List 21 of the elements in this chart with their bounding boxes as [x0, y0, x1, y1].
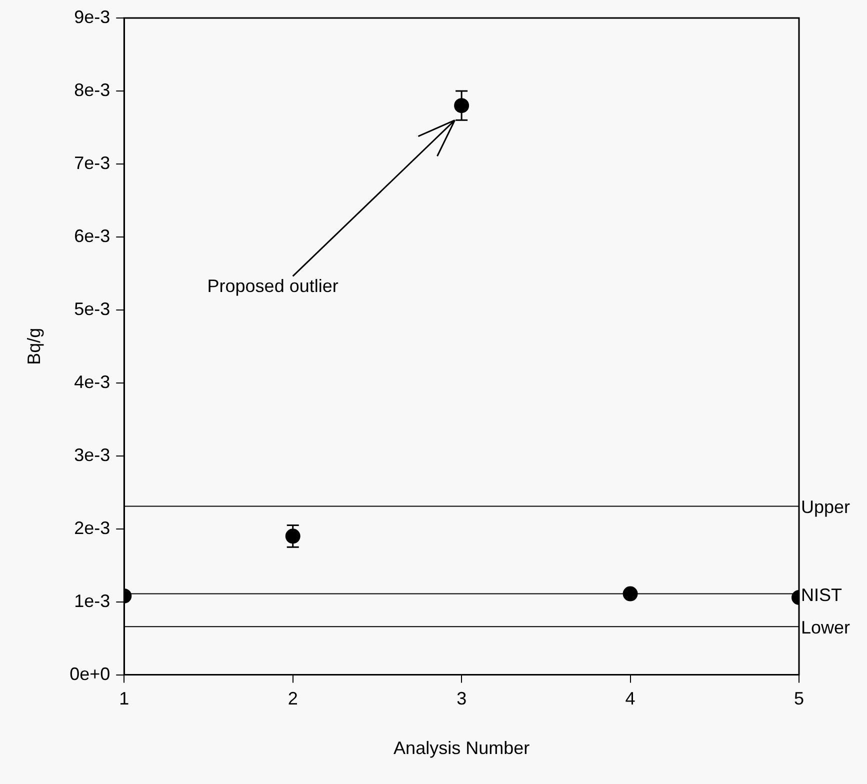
y-tick-label: 3e-3: [74, 444, 110, 465]
y-tick-label: 0e+0: [70, 664, 110, 684]
x-tick-label: 1: [119, 688, 130, 709]
y-tick-label: 4e-3: [74, 372, 110, 392]
ref-line-label: Upper: [801, 497, 850, 518]
ref-line-label: Lower: [801, 618, 850, 638]
y-tick-label: 9e-3: [74, 6, 110, 27]
x-tick-label: 4: [625, 688, 636, 709]
x-axis-title: Analysis Number: [394, 738, 530, 758]
y-axis-title: Bq/g: [24, 328, 44, 365]
y-tick-label: 1e-3: [74, 590, 110, 611]
y-tick-label: 7e-3: [74, 152, 110, 173]
ref-line-label: NIST: [801, 584, 842, 605]
y-tick-label: 6e-3: [74, 226, 110, 246]
y-tick-label: 5e-3: [74, 298, 110, 319]
annotation: Proposed outlier: [207, 276, 338, 296]
y-tick-label: 2e-3: [74, 518, 110, 538]
x-tick-label: 2: [288, 688, 298, 709]
x-tick-label: 5: [794, 688, 804, 709]
x-tick-label: 3: [456, 688, 467, 709]
y-tick-label: 8e-3: [74, 80, 110, 100]
